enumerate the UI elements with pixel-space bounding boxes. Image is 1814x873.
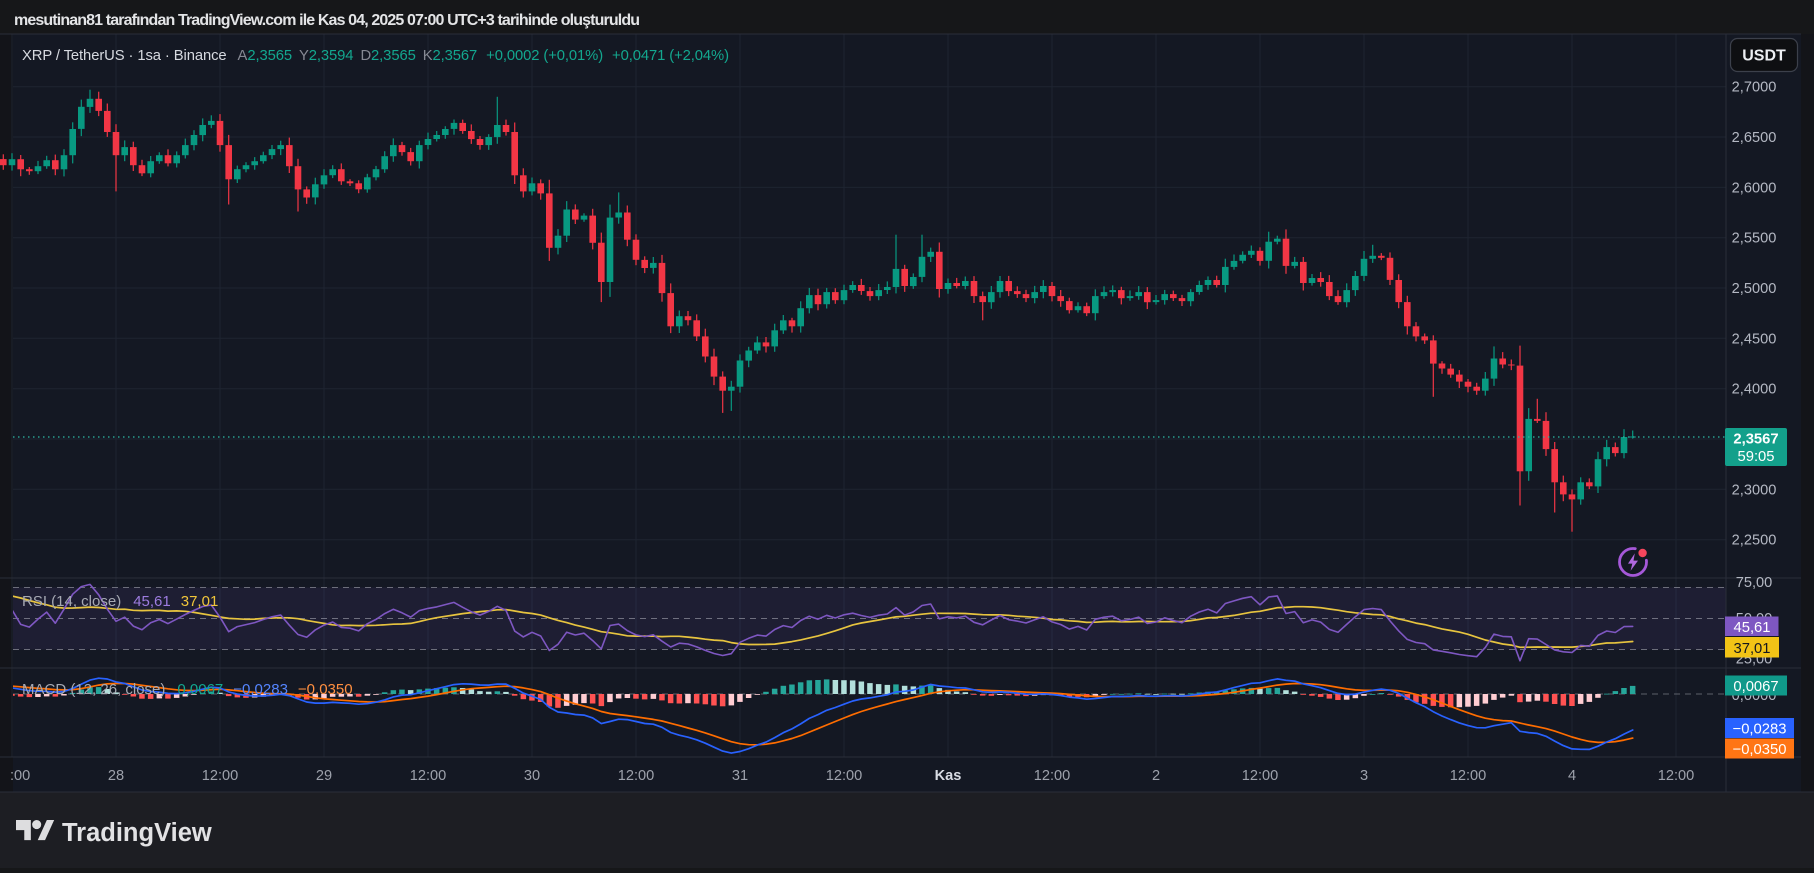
- svg-text:2,5000: 2,5000: [1732, 281, 1777, 297]
- svg-text:Kas: Kas: [935, 768, 962, 784]
- svg-text:USDT: USDT: [1742, 48, 1786, 65]
- svg-text:12:00: 12:00: [1450, 768, 1487, 784]
- svg-text:12:00: 12:00: [1034, 768, 1071, 784]
- svg-text:2,4500: 2,4500: [1732, 331, 1777, 347]
- svg-text:59:05: 59:05: [1737, 449, 1774, 465]
- svg-text:31: 31: [732, 768, 748, 784]
- svg-text:XRP / TetherUS · 1sa · Binance: XRP / TetherUS · 1sa · Binance A2,3565 Y2,…: [22, 48, 729, 64]
- svg-text:12:00: 12:00: [826, 768, 863, 784]
- svg-text:28: 28: [108, 768, 124, 784]
- svg-text:12:00: 12:00: [202, 768, 239, 784]
- svg-text:mesutinan81 tarafından Trading: mesutinan81 tarafından TradingView.com i…: [14, 12, 640, 29]
- svg-text:2,2500: 2,2500: [1732, 533, 1777, 549]
- svg-text:MACD (12, 26, close)0,0067−0,0: MACD (12, 26, close) 0,0067 −0,0283 −0,0350: [22, 681, 353, 698]
- svg-text:2,6500: 2,6500: [1732, 130, 1777, 146]
- svg-text:2,7000: 2,7000: [1732, 80, 1777, 96]
- svg-text:2,4000: 2,4000: [1732, 382, 1777, 398]
- svg-text:TradingView: TradingView: [62, 819, 212, 847]
- svg-text:75,00: 75,00: [1736, 575, 1773, 591]
- svg-text:45,61: 45,61: [1733, 620, 1770, 636]
- svg-text:2,5500: 2,5500: [1732, 231, 1777, 247]
- svg-text:29: 29: [316, 768, 332, 784]
- svg-text:2,3567: 2,3567: [1733, 432, 1778, 448]
- svg-text:0,0067: 0,0067: [1733, 679, 1778, 695]
- svg-text:2,3000: 2,3000: [1732, 482, 1777, 498]
- svg-text:37,01: 37,01: [1733, 641, 1770, 657]
- svg-text:12:00: 12:00: [410, 768, 447, 784]
- svg-text:12:00: 12:00: [1242, 768, 1279, 784]
- svg-text:4: 4: [1568, 768, 1576, 784]
- svg-text:3: 3: [1360, 768, 1368, 784]
- svg-text:12:00: 12:00: [1658, 768, 1695, 784]
- svg-text:2,6000: 2,6000: [1732, 180, 1777, 196]
- svg-text:−0,0283: −0,0283: [1733, 722, 1787, 738]
- svg-text:−0,0350: −0,0350: [1733, 742, 1787, 758]
- svg-text:2: 2: [1152, 768, 1160, 784]
- svg-text:12:00: 12:00: [618, 768, 655, 784]
- svg-text:12:00: 12:00: [0, 768, 30, 784]
- svg-text:30: 30: [524, 768, 540, 784]
